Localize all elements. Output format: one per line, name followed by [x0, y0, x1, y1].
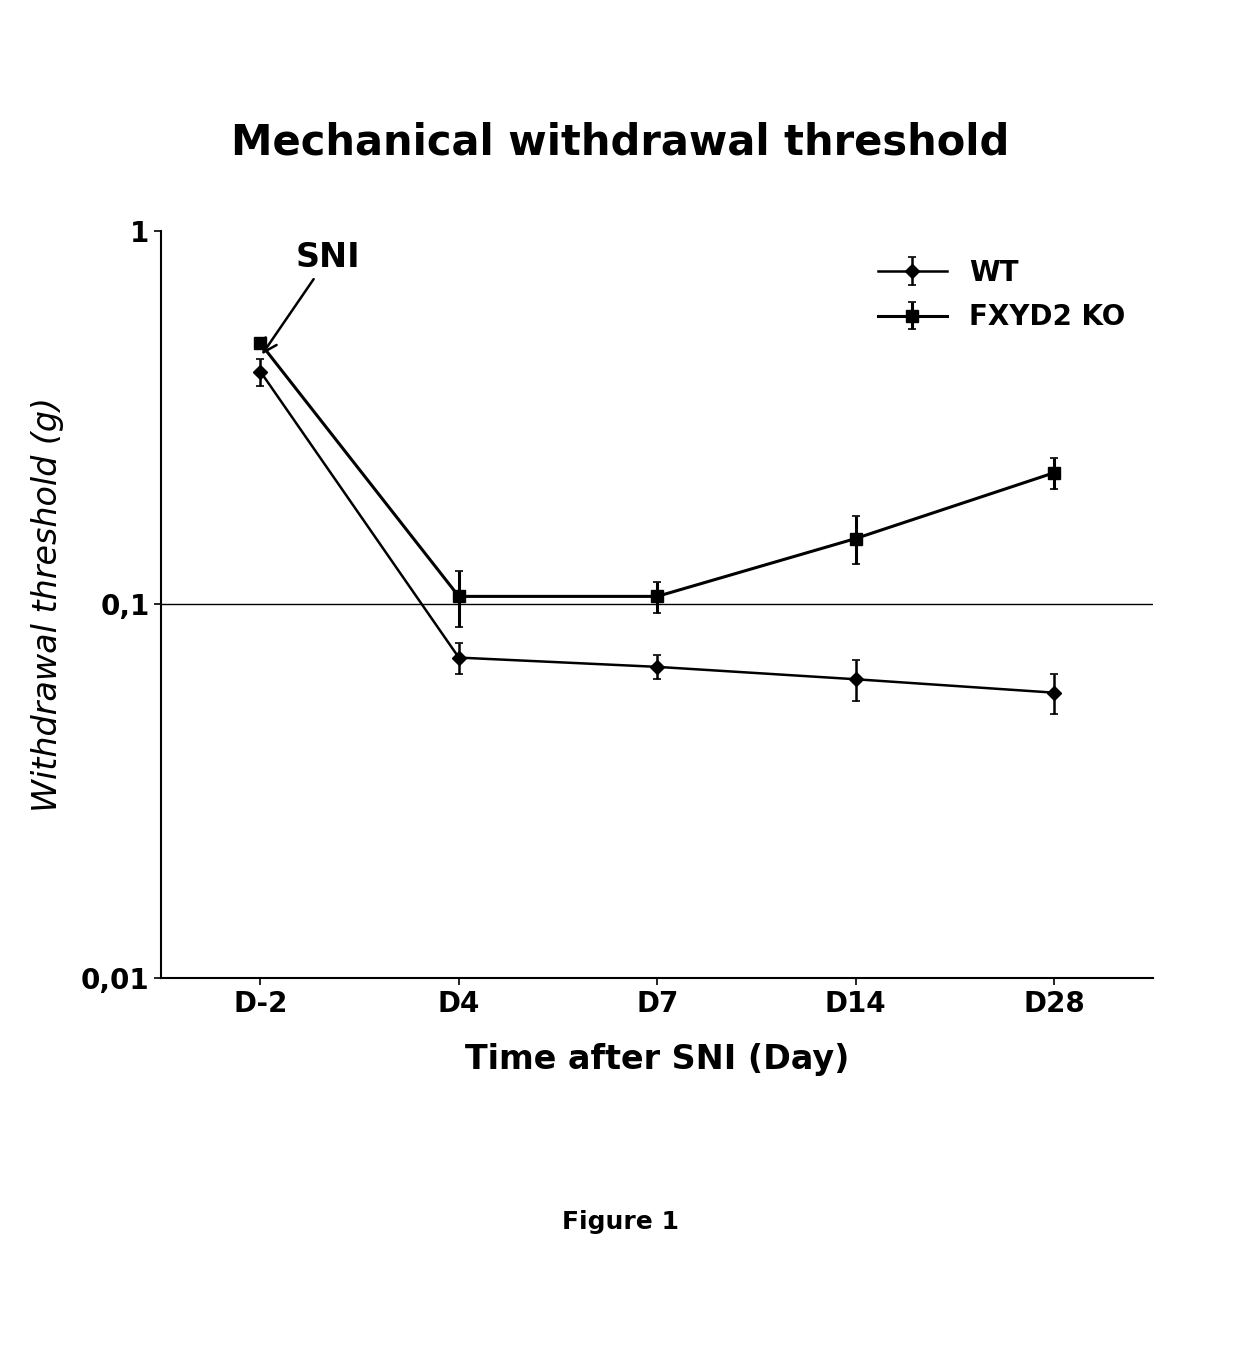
- Text: SNI: SNI: [264, 242, 361, 352]
- Text: Figure 1: Figure 1: [562, 1210, 678, 1234]
- X-axis label: Time after SNI (Day): Time after SNI (Day): [465, 1043, 849, 1076]
- Y-axis label: Withdrawal threshold (g): Withdrawal threshold (g): [31, 397, 64, 812]
- Legend: WT, FXYD2 KO: WT, FXYD2 KO: [863, 244, 1140, 345]
- Text: Mechanical withdrawal threshold: Mechanical withdrawal threshold: [231, 122, 1009, 163]
